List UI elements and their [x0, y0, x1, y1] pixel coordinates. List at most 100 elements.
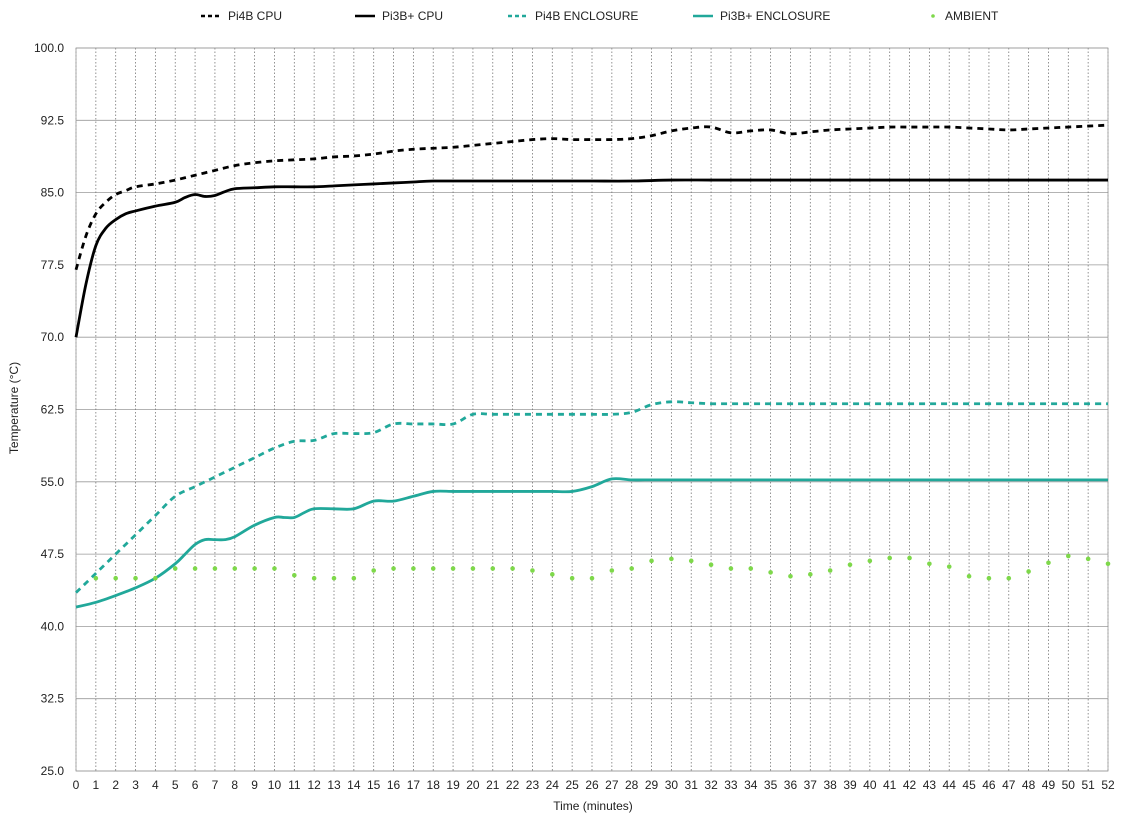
ambient-point — [212, 566, 218, 571]
ambient-point — [669, 556, 674, 562]
ambient-point — [1046, 560, 1051, 566]
ambient-point — [292, 573, 297, 578]
grid — [75, 47, 1109, 772]
y-axis-label: Temperature (°C) — [7, 362, 21, 454]
x-tick-label: 48 — [1022, 778, 1036, 792]
ambient-point — [946, 564, 952, 569]
ambient-point — [530, 568, 535, 573]
x-axis-ticks: 0 1 2 3 4 5 6 7 8 9 10 11 12 13 14 15 16 17 18 19 20 21 22 23 24… — [73, 778, 1115, 792]
ambient-point — [887, 555, 892, 561]
x-tick-label: 28 — [625, 778, 639, 792]
ambient-point — [609, 568, 615, 573]
x-tick-label: 45 — [962, 778, 976, 792]
x-tick-label: 51 — [1081, 778, 1095, 792]
ambient-point — [569, 575, 575, 581]
y-tick-label: 85.0 — [41, 186, 65, 200]
x-tick-label: 29 — [645, 778, 659, 792]
ambient-point — [252, 566, 257, 571]
ambient-point — [192, 566, 198, 571]
x-tick-label: 11 — [288, 778, 301, 792]
legend-label-pi3b-cpu: Pi3B+ CPU — [382, 9, 443, 23]
x-tick-label: 23 — [526, 778, 540, 792]
ambient-point — [490, 566, 496, 571]
x-tick-label: 30 — [665, 778, 679, 792]
x-tick-label: 47 — [1002, 778, 1016, 792]
x-tick-label: 1 — [93, 778, 100, 792]
y-tick-label: 32.5 — [41, 692, 65, 706]
x-tick-label: 31 — [685, 778, 699, 792]
x-tick-label: 35 — [764, 778, 778, 792]
ambient-point — [708, 562, 714, 568]
ambient-point — [510, 566, 515, 571]
x-tick-label: 27 — [605, 778, 619, 792]
ambient-point — [867, 558, 873, 564]
x-tick-label: 37 — [804, 778, 818, 792]
x-tick-label: 20 — [466, 778, 480, 792]
ambient-point — [986, 575, 992, 581]
x-tick-label: 32 — [704, 778, 718, 792]
ambient-point — [133, 575, 138, 581]
x-tick-label: 19 — [446, 778, 460, 792]
ambient-point — [450, 566, 456, 571]
x-tick-label: 8 — [231, 778, 238, 792]
ambient-point — [93, 575, 99, 581]
ambient-point — [1006, 575, 1012, 581]
y-axis-ticks: 25.0 32.5 40.0 47.5 55.0 62.5 70.0 77.5 85.0 92.5… — [34, 41, 64, 778]
x-tick-label: 6 — [192, 778, 199, 792]
x-tick-label: 5 — [172, 778, 179, 792]
ambient-point — [1085, 556, 1091, 562]
ambient-point — [391, 566, 396, 571]
ambient-point — [411, 566, 416, 571]
ambient-point — [1066, 553, 1071, 559]
x-tick-label: 52 — [1101, 778, 1115, 792]
x-tick-label: 33 — [724, 778, 738, 792]
x-tick-label: 42 — [903, 778, 917, 792]
series-lines — [74, 123, 1111, 609]
ambient-point — [847, 562, 853, 568]
plot-border — [75, 47, 1109, 772]
y-tick-label: 77.5 — [41, 258, 65, 272]
y-tick-label: 70.0 — [41, 330, 65, 344]
ambient-point — [113, 575, 118, 581]
series-line-pi3b-cpu — [74, 178, 1108, 338]
x-tick-label: 36 — [784, 778, 798, 792]
ambient-point — [311, 575, 317, 581]
ambient-point — [907, 555, 912, 561]
y-tick-label: 47.5 — [41, 547, 65, 561]
x-tick-label: 38 — [823, 778, 837, 792]
x-tick-label: 46 — [982, 778, 996, 792]
x-tick-label: 39 — [843, 778, 857, 792]
ambient-point — [331, 575, 337, 581]
x-tick-label: 10 — [268, 778, 282, 792]
series-line-pi3b-enclosure — [75, 477, 1108, 609]
x-tick-label: 44 — [943, 778, 957, 792]
x-tick-label: 50 — [1062, 778, 1076, 792]
ambient-point — [966, 573, 972, 579]
x-tick-label: 40 — [863, 778, 877, 792]
x-tick-label: 14 — [347, 778, 361, 792]
legend-label-ambient: AMBIENT — [945, 9, 999, 23]
legend-label-pi3b-enclosure: Pi3B+ ENCLOSURE — [720, 9, 830, 23]
x-tick-label: 21 — [486, 778, 500, 792]
ambient-point — [589, 575, 595, 581]
ambient-point — [550, 572, 555, 577]
x-tick-label: 15 — [367, 778, 381, 792]
x-tick-label: 13 — [327, 778, 341, 792]
x-tick-label: 49 — [1042, 778, 1056, 792]
x-tick-label: 34 — [744, 778, 758, 792]
legend-label-pi4b-enclosure: Pi4B ENCLOSURE — [535, 9, 638, 23]
x-tick-label: 3 — [132, 778, 139, 792]
ambient-point — [649, 558, 654, 564]
x-tick-label: 4 — [152, 778, 159, 792]
x-tick-label: 12 — [307, 778, 321, 792]
y-tick-label: 62.5 — [41, 403, 65, 417]
ambient-point — [1026, 569, 1031, 574]
ambient-point — [232, 566, 238, 571]
x-tick-label: 24 — [546, 778, 560, 792]
x-tick-label: 2 — [112, 778, 119, 792]
x-tick-label: 0 — [73, 778, 80, 792]
ambient-point — [430, 566, 436, 571]
ambient-point — [748, 566, 754, 571]
y-tick-label: 25.0 — [41, 764, 65, 778]
